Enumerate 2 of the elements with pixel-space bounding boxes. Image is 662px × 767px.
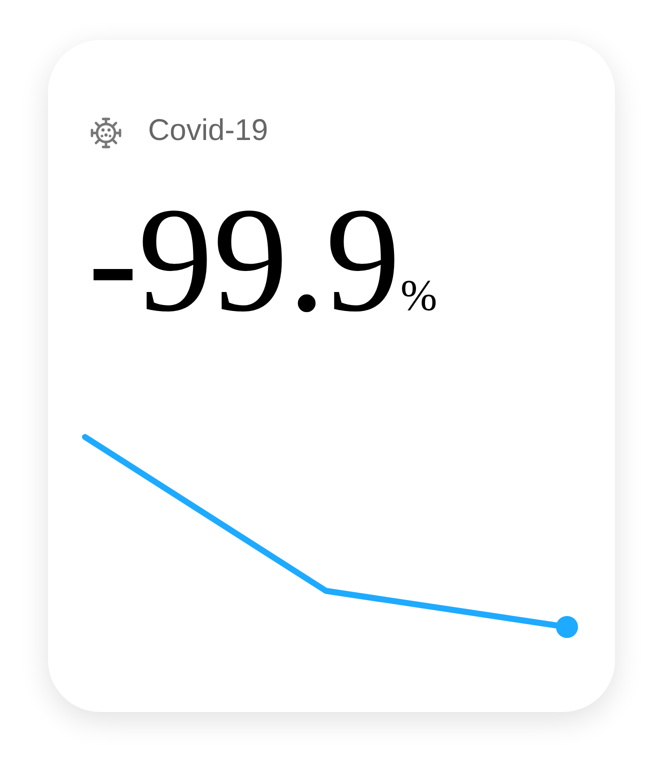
text: -99.9% [88, 177, 438, 343]
chart-title: Covid-19 [148, 114, 268, 148]
